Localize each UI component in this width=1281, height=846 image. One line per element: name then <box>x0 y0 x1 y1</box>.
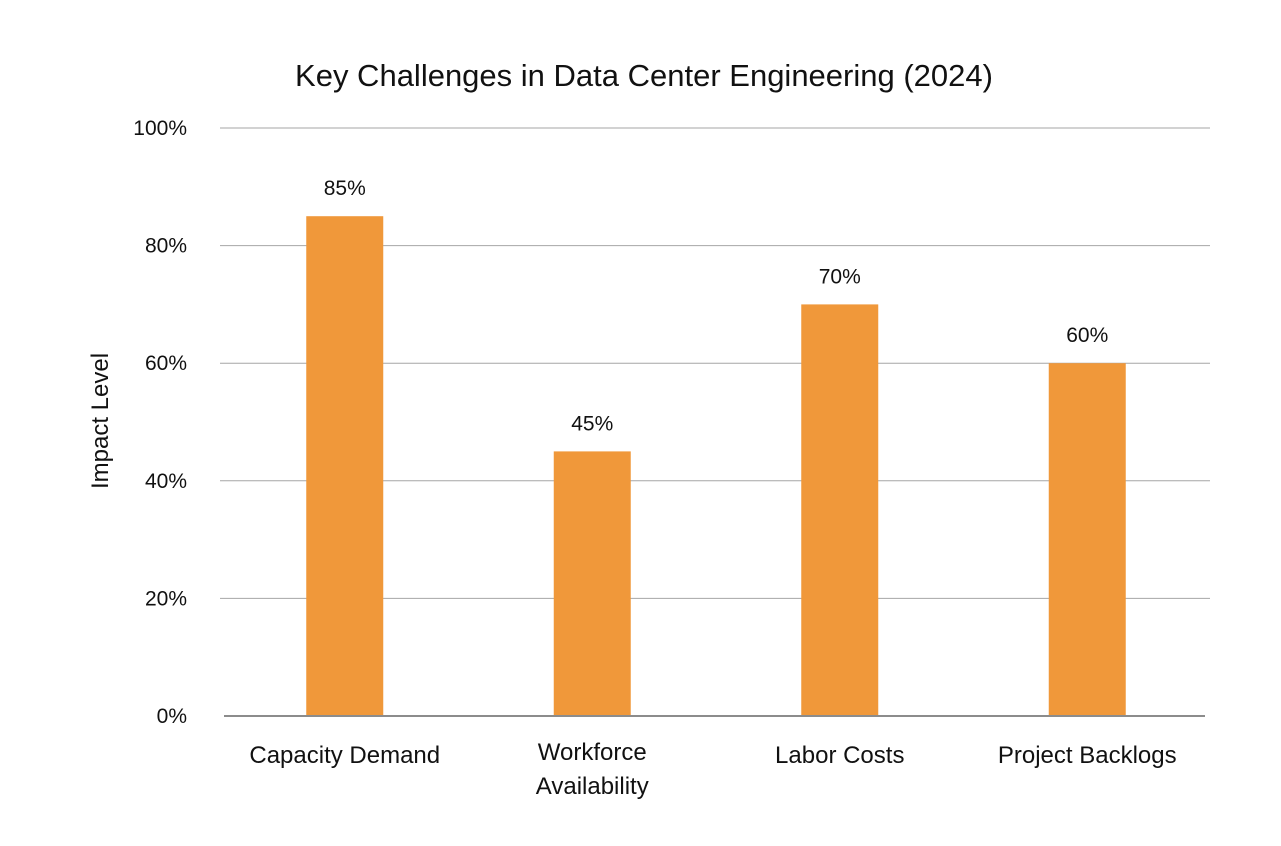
bar <box>1048 363 1126 716</box>
x-category-label: Capacity Demand <box>249 742 440 769</box>
data-label: 85% <box>324 177 366 200</box>
y-tick-label: 0% <box>157 705 187 728</box>
y-tick-label: 40% <box>145 470 187 493</box>
data-labels: 85% 45% 70% 60% <box>324 177 1109 435</box>
y-tick-label: 20% <box>145 587 187 610</box>
x-category-label-line: Availability <box>536 773 649 800</box>
y-axis-title: Impact Level <box>87 353 114 489</box>
x-category-label-line: Capacity Demand <box>249 742 440 769</box>
gridlines <box>220 127 1210 599</box>
data-label: 45% <box>571 412 613 435</box>
chart-title: Key Challenges in Data Center Engineerin… <box>295 58 993 93</box>
bar <box>801 304 879 716</box>
x-category-label-line: Workforce <box>538 739 647 766</box>
x-axis-categories: Capacity Demand Workforce Availability Labo… <box>249 739 1176 800</box>
x-category-label-line: Project Backlogs <box>998 742 1177 769</box>
x-category-label: Workforce Availability <box>536 739 649 800</box>
x-category-label-line: Labor Costs <box>775 742 904 769</box>
y-tick-label: 80% <box>145 235 187 258</box>
x-category-label: Project Backlogs <box>998 742 1177 769</box>
x-category-label: Labor Costs <box>775 742 904 769</box>
y-tick-label: 60% <box>145 352 187 375</box>
bars <box>306 216 1126 716</box>
data-label: 60% <box>1066 324 1108 347</box>
bar <box>553 451 631 716</box>
data-label: 70% <box>819 265 861 288</box>
bar <box>306 216 384 716</box>
y-tick-label: 100% <box>133 117 187 140</box>
y-axis-ticks: 0% 20% 40% 60% 80% 100% <box>133 117 187 728</box>
